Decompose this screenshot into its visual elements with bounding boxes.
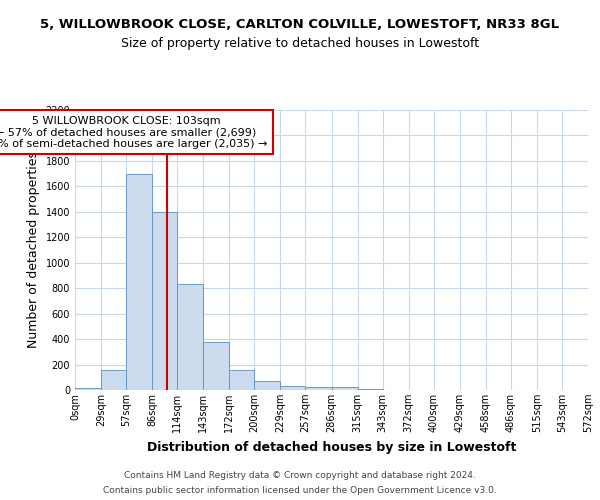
Bar [203,342,229,390]
Text: Contains public sector information licensed under the Open Government Licence v3: Contains public sector information licen… [103,486,497,495]
Bar [75,388,101,390]
Text: 5 WILLOWBROOK CLOSE: 103sqm
← 57% of detached houses are smaller (2,699)
43% of : 5 WILLOWBROOK CLOSE: 103sqm ← 57% of det… [0,116,268,149]
Bar [254,382,280,390]
Bar [101,370,126,390]
X-axis label: Distribution of detached houses by size in Lowestoft: Distribution of detached houses by size … [147,440,516,454]
Text: Size of property relative to detached houses in Lowestoft: Size of property relative to detached ho… [121,38,479,51]
Bar [152,212,177,390]
Bar [177,284,203,390]
Bar [126,174,152,390]
Bar [305,388,332,390]
Bar [331,388,358,390]
Bar [280,386,305,390]
Bar [229,370,254,390]
Text: Contains HM Land Registry data © Crown copyright and database right 2024.: Contains HM Land Registry data © Crown c… [124,471,476,480]
Y-axis label: Number of detached properties: Number of detached properties [27,152,40,348]
Text: 5, WILLOWBROOK CLOSE, CARLTON COLVILLE, LOWESTOFT, NR33 8GL: 5, WILLOWBROOK CLOSE, CARLTON COLVILLE, … [40,18,560,30]
